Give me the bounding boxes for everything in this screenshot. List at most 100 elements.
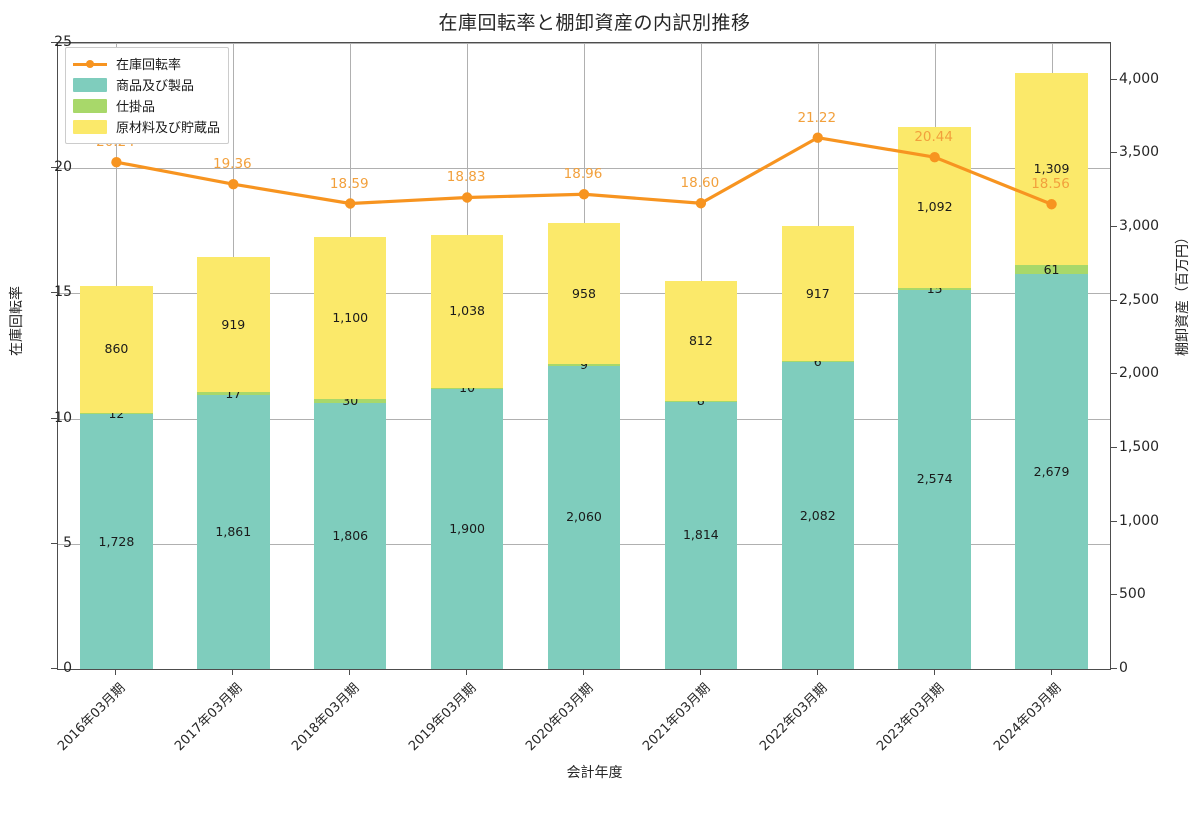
bar-value-label: 919 xyxy=(221,316,246,332)
bar-segment[interactable] xyxy=(664,281,738,401)
bar-value-label: 2,082 xyxy=(799,507,836,523)
bar-stack[interactable]: 1,861 17 919 xyxy=(197,43,270,669)
y-axis-left-tick-label: 25 xyxy=(54,34,72,50)
y-axis-right-label: 棚卸資産（百万円） xyxy=(1175,230,1189,356)
x-axis-tick-mark xyxy=(816,670,818,675)
bar-segment[interactable] xyxy=(313,236,387,399)
y-axis-right-tick-label: 4,000 xyxy=(1119,70,1160,87)
bar-segment[interactable] xyxy=(547,223,621,365)
y-axis-left-tick-mark xyxy=(51,292,57,294)
y-axis-right-tick-label: 2,500 xyxy=(1119,291,1160,308)
bar-value-label: 1,814 xyxy=(682,527,719,543)
y-axis-right-tick-mark xyxy=(1111,299,1117,301)
bar-value-label: 1,092 xyxy=(916,199,953,215)
bar-stack[interactable]: 2,060 9 958 xyxy=(547,43,621,669)
bar-value-label: 1,861 xyxy=(215,523,252,539)
x-axis-label: 会計年度 xyxy=(566,765,623,781)
x-axis-tick-mark xyxy=(583,670,584,675)
line-value-label: 18.56 xyxy=(1031,176,1070,193)
x-axis-tick-mark xyxy=(115,670,117,675)
bar-stack[interactable]: 1,900 10 1,038 xyxy=(430,43,504,669)
bar-segment[interactable] xyxy=(781,361,854,363)
x-axis-tick-mark xyxy=(232,670,234,675)
bar-stack[interactable]: 1,806 30 1,100 xyxy=(313,43,387,669)
y-axis-right-tick-label: 0 xyxy=(1119,660,1128,676)
bar-value-label: 1,100 xyxy=(332,309,369,325)
y-axis-left-tick-label: 10 xyxy=(54,409,72,426)
chart-figure: 在庫回転率と棚卸資産の内訳別推移 1,728 12 860 1,861 17 919 1,8… xyxy=(9,12,1189,781)
bar-stack[interactable]: 2,679 61 1,309 xyxy=(1015,43,1088,669)
legend-item[interactable]: 商品及び製品 xyxy=(73,74,220,95)
bar-stack[interactable]: 1,728 12 860 xyxy=(80,43,153,669)
y-axis-right-tick-mark xyxy=(1111,520,1117,522)
bar-stack[interactable]: 2,0826917 xyxy=(781,43,854,669)
y-axis-right-tick-mark xyxy=(1111,668,1117,669)
legend-item[interactable]: 原材料及び貯蔵品 xyxy=(73,116,220,137)
bar-segment[interactable] xyxy=(313,403,387,669)
bar-value-label: 1,806 xyxy=(332,527,369,543)
y-axis-left-tick-mark xyxy=(51,668,57,669)
legend-item-label: 仕掛品 xyxy=(116,100,156,115)
bar-segment[interactable] xyxy=(197,392,270,395)
bar-segment[interactable] xyxy=(430,387,504,390)
y-axis-right-tick-mark xyxy=(1111,226,1117,228)
y-axis-left-label: 在庫回転率 xyxy=(9,286,25,356)
y-axis-right-tick-label: 2,000 xyxy=(1119,365,1160,382)
bar-value-label: 2,679 xyxy=(1033,463,1070,479)
chart-title: 在庫回転率と棚卸資産の内訳別推移 xyxy=(438,12,751,34)
line-value-label: 19.36 xyxy=(213,156,252,173)
bar-value-label: 61 xyxy=(1043,261,1060,277)
bar-segment[interactable] xyxy=(898,289,971,669)
y-axis-left-tick-mark xyxy=(51,417,57,419)
bar-segment[interactable] xyxy=(547,365,621,669)
y-axis-right-tick-label: 1,500 xyxy=(1119,439,1160,456)
y-axis-left-tick-label: 5 xyxy=(63,534,72,551)
bar-segment[interactable] xyxy=(80,414,153,669)
line-value-label: 21.22 xyxy=(797,109,837,126)
y-axis-left-tick-mark xyxy=(51,542,57,544)
bar-segment[interactable] xyxy=(197,257,270,393)
legend-swatch-icon xyxy=(73,119,107,134)
legend-item[interactable]: 仕掛品 xyxy=(73,95,220,116)
legend-swatch-icon xyxy=(73,98,107,113)
bar-value-label: 9 xyxy=(580,356,588,372)
bar-segment[interactable] xyxy=(547,364,621,366)
bar-segment[interactable] xyxy=(664,401,738,669)
bar-segment[interactable] xyxy=(664,400,738,402)
bar-segment[interactable] xyxy=(430,234,504,388)
y-axis-right-tick-mark xyxy=(1111,447,1117,449)
y-axis-left-tick-mark xyxy=(51,167,57,169)
bar-segment[interactable] xyxy=(197,394,270,669)
bar-segment[interactable] xyxy=(781,226,854,362)
bar-value-label: 2,060 xyxy=(566,509,602,525)
bar-segment[interactable] xyxy=(781,362,854,669)
line-value-label: 18.96 xyxy=(563,166,603,183)
chart-legend: 在庫回転率商品及び製品 仕掛品原材料及び貯蔵品 xyxy=(65,47,230,144)
bar-segment[interactable] xyxy=(1015,265,1088,275)
y-axis-right-tick-label: 3,500 xyxy=(1119,144,1160,161)
bar-stack[interactable]: 1,814 8 812 xyxy=(664,43,738,669)
y-axis-left-tick-label: 20 xyxy=(54,159,72,176)
legend-item[interactable]: 在庫回転率 xyxy=(73,53,220,74)
bar-value-label: 1,728 xyxy=(98,533,135,549)
legend-item-label: 商品及び製品 xyxy=(116,79,195,94)
legend-item-label: 原材料及び貯蔵品 xyxy=(116,121,221,136)
bar-value-label: 8 xyxy=(696,393,705,409)
y-axis-left-tick-mark xyxy=(51,42,57,43)
bar-segment[interactable] xyxy=(80,412,153,415)
y-axis-right-tick-label: 3,000 xyxy=(1119,218,1160,235)
bar-value-label: 1,038 xyxy=(449,303,485,319)
bar-segment[interactable] xyxy=(1015,274,1088,669)
bar-segment[interactable] xyxy=(898,287,971,290)
x-axis-tick-mark xyxy=(1050,670,1052,675)
bar-value-label: 958 xyxy=(572,285,596,301)
plot-inner: 1,728 12 860 1,861 17 919 1,806 30 1,100 1,900 10 1… xyxy=(58,43,1110,669)
bar-segment[interactable] xyxy=(313,398,387,403)
bar-segment[interactable] xyxy=(80,286,153,413)
plot-area: 1,728 12 860 1,861 17 919 1,806 30 1,100 1,900 10 1… xyxy=(57,42,1111,670)
y-axis-right-tick-mark xyxy=(1111,373,1117,375)
x-axis-tick-mark xyxy=(466,670,468,675)
line-value-label: 18.60 xyxy=(680,175,720,192)
line-value-label: 18.83 xyxy=(446,169,486,186)
bar-segment[interactable] xyxy=(430,389,504,669)
